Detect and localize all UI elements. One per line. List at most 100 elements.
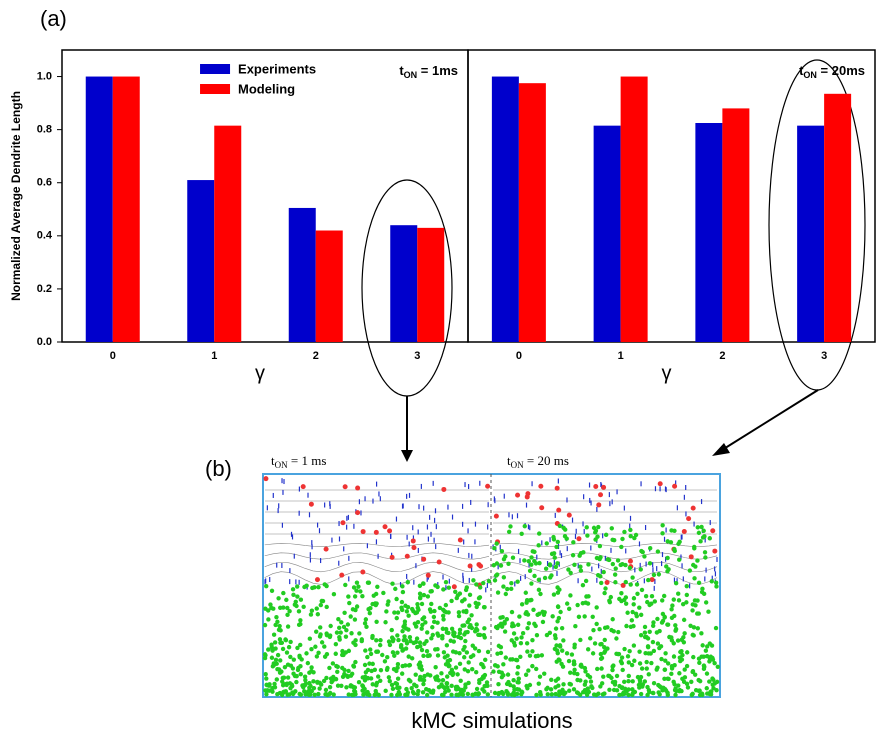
- dendrite: [395, 676, 401, 681]
- y-tick-label: 0.8: [37, 124, 52, 136]
- dendrite: [346, 692, 351, 697]
- dendrite: [637, 605, 642, 610]
- dendrite: [465, 668, 471, 674]
- ion: [538, 483, 544, 489]
- dendrite: [328, 623, 333, 629]
- dendrite: [435, 653, 441, 658]
- dendrite: [713, 625, 719, 631]
- dendrite: [699, 631, 704, 636]
- dendrite: [578, 564, 583, 569]
- dendrite: [714, 584, 719, 589]
- dendrite: [466, 660, 471, 665]
- dendrite: [644, 666, 649, 671]
- dendrite: [363, 617, 369, 622]
- dendrite: [353, 607, 358, 613]
- dendrite: [459, 687, 464, 693]
- dendrite: [439, 692, 445, 698]
- dendrite: [646, 577, 651, 583]
- dendrite: [714, 679, 720, 685]
- dendrite: [588, 636, 593, 641]
- dendrite: [571, 687, 577, 692]
- dendrite: [400, 589, 406, 595]
- dendrite: [707, 679, 712, 684]
- dendrite: [673, 623, 678, 628]
- dendrite: [572, 667, 577, 673]
- dendrite: [669, 664, 675, 669]
- dendrite: [270, 689, 275, 694]
- dendrite: [571, 661, 577, 667]
- dendrite: [403, 663, 408, 668]
- dendrite: [524, 600, 529, 605]
- ion: [712, 548, 718, 554]
- dendrite: [285, 612, 290, 618]
- dendrite: [678, 649, 683, 655]
- ion: [690, 505, 696, 511]
- dendrite: [423, 620, 428, 625]
- dendrite: [680, 652, 685, 658]
- dendrite: [461, 647, 466, 652]
- dendrite: [484, 680, 490, 685]
- dendrite: [475, 692, 481, 697]
- dendrite: [650, 639, 656, 645]
- dendrite: [280, 679, 285, 684]
- dendrite: [387, 642, 393, 648]
- dendrite: [523, 611, 528, 616]
- dendrite: [536, 531, 542, 536]
- dendrite: [449, 598, 454, 604]
- ion: [355, 485, 361, 491]
- dendrite: [715, 664, 721, 670]
- dendrite: [708, 692, 713, 697]
- dendrite: [290, 587, 296, 592]
- field-line: [264, 552, 490, 560]
- dendrite: [515, 579, 520, 584]
- dendrite: [382, 659, 388, 664]
- dendrite: [443, 579, 449, 585]
- ion: [441, 486, 447, 492]
- dendrite: [399, 643, 404, 648]
- field-line: [492, 561, 718, 573]
- dendrite: [630, 575, 635, 580]
- dendrite: [627, 648, 632, 654]
- dendrite: [655, 641, 661, 646]
- dendrite: [293, 599, 298, 605]
- dendrite: [553, 626, 559, 631]
- dendrite: [298, 597, 304, 602]
- dendrite: [351, 663, 356, 668]
- sim-label: tON = 1 ms: [271, 453, 326, 470]
- dendrite: [548, 575, 553, 580]
- dendrite: [311, 685, 317, 691]
- dendrite: [352, 617, 358, 622]
- dendrite: [590, 651, 596, 656]
- dendrite: [692, 672, 698, 677]
- dendrite: [287, 608, 292, 614]
- dendrite: [701, 528, 706, 533]
- dendrite: [612, 682, 618, 687]
- dendrite: [285, 624, 291, 629]
- x-tick-label: 2: [719, 350, 725, 362]
- dendrite: [371, 593, 376, 598]
- dendrite: [577, 692, 583, 697]
- ion: [688, 554, 694, 560]
- dendrite: [622, 646, 627, 652]
- dendrite: [331, 592, 337, 597]
- dendrite: [696, 580, 702, 586]
- dendrite: [471, 653, 476, 658]
- ion: [360, 569, 366, 575]
- dendrite: [615, 558, 621, 563]
- dendrite: [503, 591, 509, 597]
- dendrite: [630, 679, 635, 684]
- dendrite: [646, 672, 651, 677]
- dendrite: [642, 624, 648, 630]
- ion: [387, 528, 393, 534]
- dendrite: [288, 654, 293, 660]
- dendrite: [530, 638, 535, 643]
- label-part: = 20 ms: [524, 453, 569, 468]
- dendrite: [407, 634, 413, 640]
- dendrite: [324, 675, 329, 681]
- arrow: [721, 389, 819, 451]
- label-sub: ON: [275, 460, 288, 470]
- dendrite: [608, 594, 614, 600]
- dendrite: [288, 685, 293, 691]
- dendrite: [480, 674, 486, 679]
- dendrite: [502, 629, 508, 634]
